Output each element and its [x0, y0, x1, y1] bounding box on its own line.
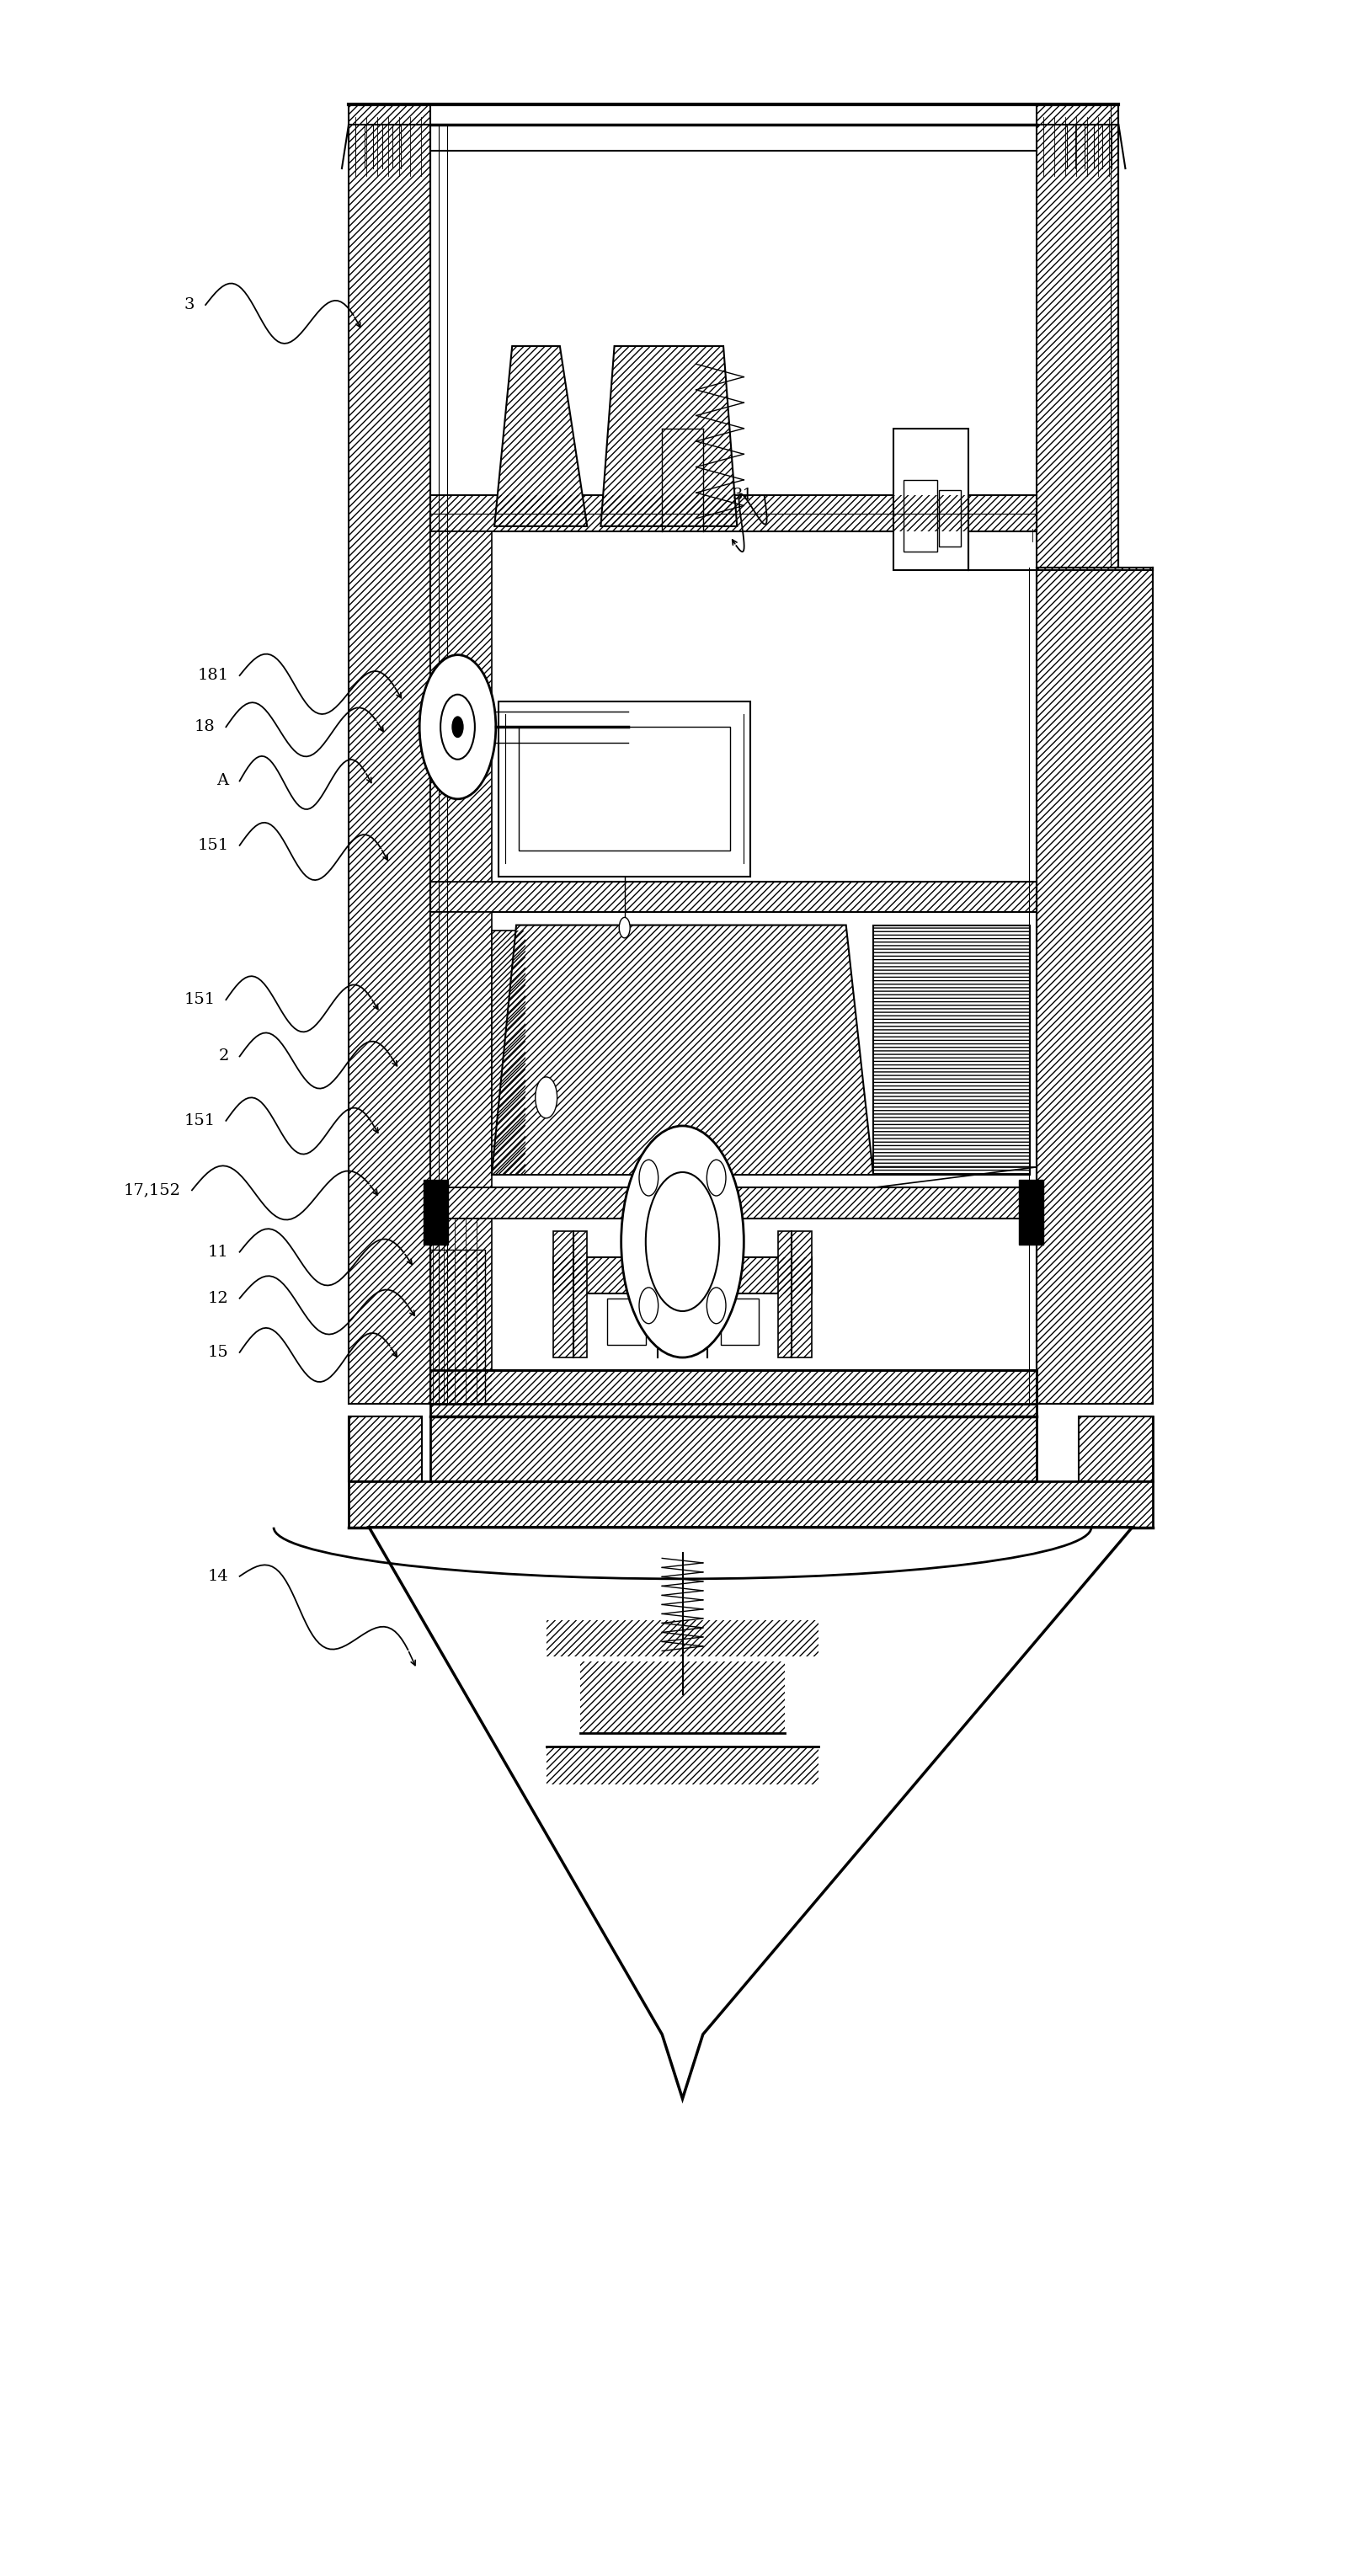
- Bar: [799, 1723, 823, 1754]
- Bar: [546, 1747, 819, 1785]
- Bar: [778, 1231, 812, 1358]
- Bar: [546, 1620, 819, 1656]
- Bar: [430, 531, 491, 881]
- Bar: [778, 1231, 812, 1358]
- Bar: [348, 1417, 422, 1481]
- Bar: [430, 1188, 1037, 1218]
- Bar: [648, 1239, 717, 1296]
- Circle shape: [646, 1172, 719, 1311]
- Bar: [734, 1571, 764, 1618]
- Bar: [553, 1257, 812, 1293]
- Bar: [894, 428, 969, 569]
- Bar: [430, 495, 1037, 531]
- Bar: [648, 1239, 717, 1296]
- Bar: [1037, 567, 1152, 1404]
- Circle shape: [441, 696, 475, 760]
- Bar: [607, 1298, 646, 1345]
- Bar: [498, 701, 751, 876]
- Text: 18: 18: [194, 719, 216, 734]
- Circle shape: [639, 1288, 658, 1324]
- Bar: [430, 1417, 1037, 1481]
- Bar: [348, 1481, 1152, 1528]
- Bar: [348, 1417, 422, 1481]
- Text: 3: 3: [184, 296, 195, 312]
- Text: 31: 31: [733, 487, 753, 502]
- Text: 151: 151: [184, 992, 216, 1007]
- Bar: [553, 1257, 812, 1293]
- Circle shape: [620, 917, 631, 938]
- Polygon shape: [369, 1528, 1132, 2099]
- Bar: [648, 1239, 717, 1296]
- Circle shape: [535, 1077, 557, 1118]
- Bar: [430, 1417, 1037, 1481]
- Bar: [491, 930, 526, 1175]
- Bar: [430, 912, 491, 1188]
- Bar: [904, 479, 938, 551]
- Bar: [1080, 1417, 1152, 1481]
- Circle shape: [707, 1159, 726, 1195]
- Circle shape: [621, 1126, 744, 1358]
- Bar: [430, 912, 491, 1188]
- Text: 14: 14: [207, 1569, 229, 1584]
- Bar: [580, 1662, 785, 1734]
- Bar: [430, 1188, 1037, 1218]
- Bar: [348, 103, 430, 1404]
- Bar: [601, 1571, 631, 1618]
- Bar: [348, 103, 430, 1404]
- Bar: [430, 495, 1037, 531]
- Bar: [1037, 103, 1118, 567]
- Text: 2: 2: [218, 1048, 229, 1064]
- Bar: [430, 1249, 485, 1404]
- Text: 17,152: 17,152: [124, 1182, 182, 1198]
- Text: 15: 15: [207, 1345, 229, 1360]
- Bar: [430, 531, 491, 881]
- Bar: [721, 1298, 759, 1345]
- Bar: [1037, 567, 1152, 1404]
- Bar: [491, 930, 526, 1175]
- Bar: [430, 1370, 1037, 1417]
- Circle shape: [452, 716, 463, 737]
- Bar: [553, 1231, 587, 1358]
- Bar: [430, 881, 1037, 912]
- Circle shape: [419, 654, 495, 799]
- Bar: [430, 881, 1037, 912]
- Bar: [546, 1620, 819, 1656]
- Text: 12: 12: [207, 1291, 229, 1306]
- Bar: [553, 1231, 587, 1358]
- Bar: [939, 489, 961, 546]
- Bar: [1037, 103, 1118, 567]
- Bar: [1020, 1180, 1044, 1244]
- Bar: [1080, 1417, 1152, 1481]
- Circle shape: [639, 1159, 658, 1195]
- Polygon shape: [494, 345, 587, 526]
- Text: 181: 181: [198, 667, 229, 683]
- Bar: [580, 1662, 785, 1734]
- Bar: [430, 1218, 491, 1404]
- Bar: [430, 1370, 1037, 1417]
- Polygon shape: [601, 345, 737, 526]
- Bar: [546, 1747, 819, 1785]
- Text: 151: 151: [198, 837, 229, 853]
- Bar: [348, 1481, 1152, 1528]
- Bar: [430, 1218, 491, 1404]
- Text: 151: 151: [184, 1113, 216, 1128]
- Bar: [874, 925, 1031, 1175]
- Bar: [874, 925, 1031, 1175]
- Polygon shape: [491, 925, 874, 1175]
- Bar: [423, 1180, 448, 1244]
- Bar: [519, 726, 730, 850]
- Circle shape: [707, 1288, 726, 1324]
- Bar: [430, 1249, 485, 1404]
- Text: A: A: [217, 773, 229, 788]
- Text: 11: 11: [207, 1244, 229, 1260]
